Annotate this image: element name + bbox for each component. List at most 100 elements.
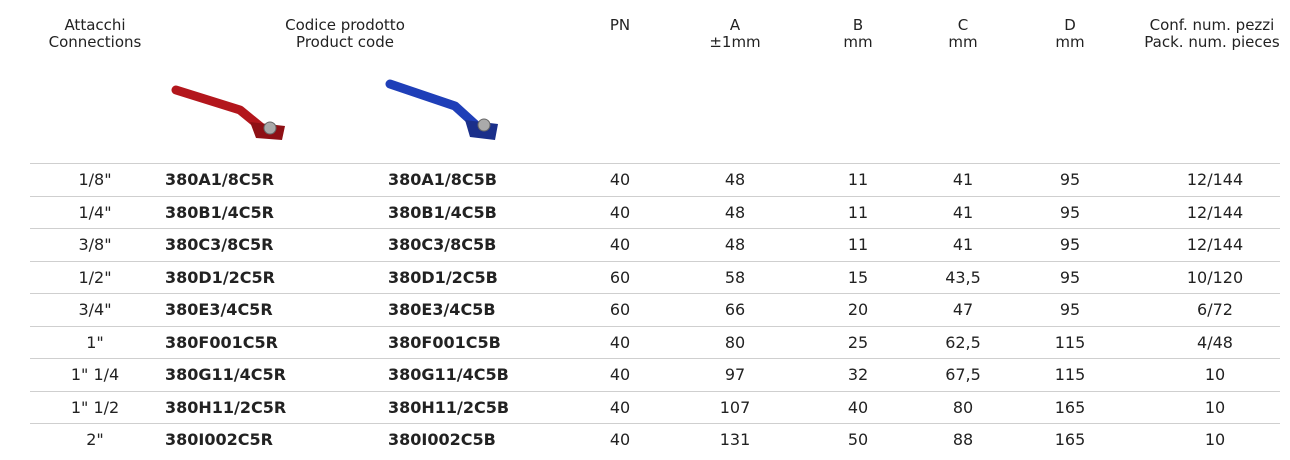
table-cell: 115 (1054, 365, 1086, 384)
table-cell: 60 (609, 300, 631, 319)
table-cell: 10 (1204, 397, 1226, 417)
table-cell: 380F001C5B (388, 332, 501, 352)
table-cell: 1/8" (78, 170, 112, 189)
table-cell: 58 (724, 267, 746, 287)
table-cell: 10 (1204, 430, 1226, 449)
table-cell: 131 (719, 430, 751, 449)
table-cell: 380E3/4C5R (165, 300, 273, 319)
table-cell: 11 (847, 235, 869, 254)
table-cell: 40 (609, 365, 631, 384)
row-separator (30, 260, 1280, 262)
table-cell: 88 (952, 430, 974, 449)
table-cell: 380A1/8C5B (388, 170, 497, 189)
table-cell: 95 (1059, 235, 1081, 254)
row-separator (30, 163, 1280, 164)
table-cell: 380B1/4C5R (165, 202, 274, 222)
table-cell: 40 (609, 332, 631, 352)
table-cell: 165 (1054, 430, 1086, 449)
table-cell: 1" (86, 332, 104, 352)
table-cell: 380H11/2C5R (165, 397, 287, 417)
table-cell: 380B1/4C5B (388, 202, 497, 222)
table-cell: 41 (952, 170, 974, 189)
table-cell: 3/8" (78, 235, 112, 254)
table-cell: 380I002C5B (388, 430, 496, 449)
table-cell: 48 (724, 202, 746, 222)
table-cell: 12/144 (1186, 235, 1244, 254)
table-cell: 40 (609, 397, 631, 417)
table-cell: 48 (724, 235, 746, 254)
table-cell: 380E3/4C5B (388, 300, 496, 319)
table-cell: 380I002C5R (165, 430, 273, 449)
table-cell: 380D1/2C5B (388, 267, 498, 287)
handle-images (171, 79, 498, 140)
header-cell: PN (609, 16, 631, 34)
table-cell: 1/2" (78, 267, 112, 287)
table-cell: 60 (609, 267, 631, 287)
table-cell: 47 (952, 300, 974, 319)
table-cell: 12/144 (1186, 170, 1244, 189)
table-cell: 32 (847, 365, 869, 384)
row-separator (30, 390, 1280, 392)
table-cell: 380F001C5R (165, 332, 278, 352)
table-cell: 40 (609, 430, 631, 449)
table-cell: 25 (847, 332, 869, 352)
table-cell: 11 (847, 202, 869, 222)
header-cell: Product code (296, 33, 394, 51)
table-cell: 97 (724, 365, 746, 384)
header-cell: A (729, 16, 741, 34)
row-separator (30, 195, 1280, 197)
table-cell: 40 (609, 202, 631, 222)
table-cell: 1" 1/4 (70, 365, 120, 384)
table-cell: 80 (952, 397, 974, 417)
table-cell: 95 (1059, 202, 1081, 222)
table-cell: 66 (724, 300, 746, 319)
table-cell: 1" 1/2 (70, 397, 120, 417)
table-cell: 380D1/2C5R (165, 267, 275, 287)
header-cell: B (852, 16, 864, 34)
table-cell: 20 (847, 300, 869, 319)
row-separator (30, 325, 1280, 327)
table-cell: 95 (1059, 267, 1081, 287)
header-cell: mm (1055, 33, 1085, 51)
table-cell: 10 (1204, 365, 1226, 384)
header-cell: D (1064, 16, 1076, 34)
table-cell: 1/4" (78, 202, 112, 222)
row-separator (30, 228, 1280, 229)
table-cell: 41 (952, 202, 974, 222)
table-cell: 95 (1059, 170, 1081, 189)
table-cell: 380G11/4C5B (388, 365, 509, 384)
table-cell: 50 (847, 430, 869, 449)
row-separator (30, 358, 1280, 359)
header-cell: mm (843, 33, 873, 51)
table-cell: 40 (609, 170, 631, 189)
table-cell: 380C3/8C5R (165, 235, 274, 254)
table-cell: 62,5 (945, 332, 981, 352)
row-separator (30, 423, 1280, 424)
red-handle (171, 85, 285, 140)
table-cell: 380C3/8C5B (388, 235, 497, 254)
table-cell: 48 (724, 170, 746, 189)
table-cell: 4/48 (1197, 332, 1233, 352)
table-cell: 3/4" (78, 300, 112, 319)
table-cell: 2" (86, 430, 104, 449)
header-cell: mm (948, 33, 978, 51)
table-cell: 67,5 (945, 365, 981, 384)
header-cell: Pack. num. pieces (1144, 33, 1280, 51)
blue-handle (385, 79, 498, 140)
table-cell: 107 (719, 397, 751, 417)
table-cell: 115 (1054, 332, 1086, 352)
table-cell: 43,5 (945, 267, 981, 287)
table-cell: 12/144 (1186, 202, 1244, 222)
table-cell: 380A1/8C5R (165, 170, 275, 189)
table-cell: 11 (847, 170, 869, 189)
table-cell: 15 (847, 267, 869, 287)
table-cell: 40 (847, 397, 869, 417)
table-cell: 165 (1054, 397, 1086, 417)
header-cell: Connections (48, 33, 142, 51)
table-cell: 95 (1059, 300, 1081, 319)
table-cell: 80 (724, 332, 746, 352)
header-cell: ±1mm (709, 33, 761, 51)
header-cell: C (957, 16, 969, 34)
table-cell: 40 (609, 235, 631, 254)
